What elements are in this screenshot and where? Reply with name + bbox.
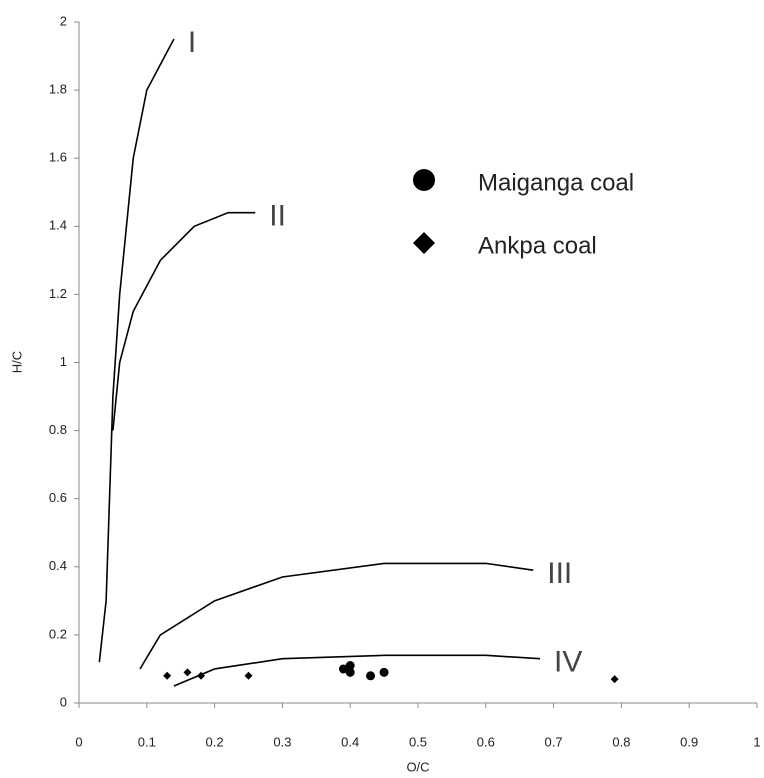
marker (366, 671, 376, 681)
x-tick-label: 0 (75, 734, 82, 749)
marker (244, 671, 253, 680)
curve-label: III (547, 557, 572, 590)
y-tick-label: 1.8 (49, 82, 67, 97)
x-tick-label: 0.3 (273, 734, 291, 749)
marker (197, 671, 206, 680)
y-tick-label: 2 (60, 13, 67, 28)
y-tick-label: 0.8 (49, 422, 67, 437)
legend-label: Ankpa coal (478, 232, 597, 259)
y-axis-label: H/C (9, 351, 24, 373)
marker (338, 664, 348, 674)
x-tick-label: 0.8 (612, 734, 630, 749)
marker (345, 661, 355, 671)
curve (173, 654, 541, 687)
x-tick-label: 0.5 (409, 734, 427, 749)
curve (112, 211, 256, 431)
x-tick-label: 0.1 (138, 734, 156, 749)
x-tick-label: 0.7 (545, 734, 563, 749)
curve-label: I (188, 26, 196, 59)
y-tick-label: 1 (60, 354, 67, 369)
legend-label: Maiganga coal (478, 169, 634, 196)
x-axis-label: O/C (406, 759, 429, 774)
x-tick-label: 0.4 (341, 734, 359, 749)
x-tick-label: 1 (753, 734, 760, 749)
marker (183, 668, 192, 677)
marker (163, 671, 172, 680)
y-tick-label: 1.2 (49, 286, 67, 301)
y-tick-label: 1.6 (49, 150, 67, 165)
y-tick-label: 1.4 (49, 218, 67, 233)
x-tick-label: 0.2 (206, 734, 224, 749)
x-tick-label: 0.9 (680, 734, 698, 749)
x-tick-label: 0.6 (477, 734, 495, 749)
curve-label: IV (554, 646, 582, 679)
curve (139, 562, 534, 670)
marker (345, 667, 355, 677)
curve (98, 38, 175, 663)
marker (379, 667, 389, 677)
y-tick-label: 0.2 (49, 626, 67, 641)
y-tick-label: 0 (60, 694, 67, 709)
y-tick-label: 0.6 (49, 490, 67, 505)
y-tick-label: 0.4 (49, 558, 67, 573)
curve-label: II (269, 200, 286, 233)
marker (610, 675, 619, 684)
legend-marker (413, 232, 435, 254)
legend-marker (413, 169, 435, 191)
